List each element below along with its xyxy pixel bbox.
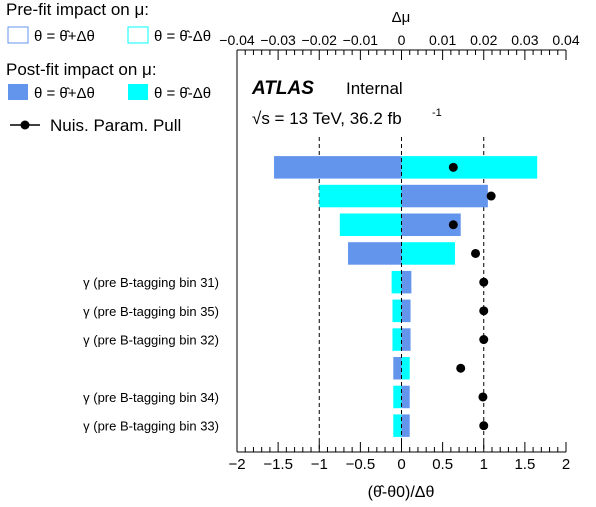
pull-marker xyxy=(478,392,488,402)
row-label: γ (pre B-tagging bin 34) xyxy=(83,390,219,405)
atlas-logo-text: ATLAS xyxy=(251,78,314,99)
legend-postfit-up-label: θ = θ̂+Δθ xyxy=(34,85,95,102)
bottom-tick-labels: −2 −1.5 −1 −0.5 0 0.5 1 1.5 2 xyxy=(228,456,570,473)
legend: Pre-fit impact on μ: θ = θ̂+Δθ θ = θ̂-Δθ… xyxy=(6,0,211,135)
legend-prefit-up-label: θ = θ̂+Δθ xyxy=(34,28,95,45)
row-labels: γ (pre B-tagging bin 31) γ (pre B-tagging… xyxy=(83,275,219,434)
row-label: γ (pre B-tagging bin 31) xyxy=(83,275,219,290)
pull-marker xyxy=(479,306,489,316)
postfit-up-bar xyxy=(401,414,410,437)
legend-prefit-down-swatch xyxy=(127,26,149,44)
top-tick-label: −0.04 xyxy=(219,32,255,48)
row-label: γ (pre B-tagging bin 35) xyxy=(83,304,219,319)
postfit-up-bar xyxy=(401,299,411,323)
atlas-label: ATLAS Internal √s = 13 TeV, 36.2 fb -1 xyxy=(251,78,442,128)
postfit-up-bar xyxy=(274,156,402,179)
bottom-tick-label: 1.5 xyxy=(514,456,535,473)
atlas-lumi-exponent: -1 xyxy=(432,107,442,119)
top-tick-label: 0 xyxy=(398,32,406,48)
postfit-down-bar xyxy=(393,385,402,409)
top-axis-title: Δμ xyxy=(392,9,411,26)
postfit-down-bar xyxy=(339,213,402,236)
pull-marker xyxy=(456,363,466,373)
postfit-up-bar xyxy=(401,270,412,294)
top-tick-label: −0.03 xyxy=(260,32,296,48)
postfit-up-bar xyxy=(401,213,461,236)
legend-postfit-down-label: θ = θ̂-Δθ xyxy=(154,85,211,102)
postfit-down-bar xyxy=(393,414,402,437)
bottom-tick-label: 2 xyxy=(562,456,570,473)
row-label: γ (pre B-tagging bin 33) xyxy=(83,419,219,434)
pull-marker xyxy=(479,335,489,345)
bottom-tick-label: −2 xyxy=(228,456,245,473)
postfit-down-bar xyxy=(392,299,402,323)
top-tick-labels: −0.04 −0.03 −0.02 −0.01 0 0.01 0.02 0.03 0.04 xyxy=(219,32,580,48)
top-tick-label: 0.02 xyxy=(470,32,497,48)
postfit-up-bar xyxy=(401,385,410,409)
pull-marker xyxy=(448,162,458,172)
postfit-up-bar xyxy=(348,242,402,265)
x-axis-title: (θ̂-θ0)/Δθ xyxy=(368,484,435,501)
postfit-down-bar xyxy=(392,328,402,351)
bottom-tick-label: −1.5 xyxy=(263,456,293,473)
postfit-down-bar xyxy=(401,357,410,380)
legend-pull-marker xyxy=(20,120,30,130)
row-label: γ (pre B-tagging bin 32) xyxy=(83,333,219,348)
bottom-tick-label: 0 xyxy=(397,456,405,473)
legend-prefit-title: Pre-fit impact on μ: xyxy=(6,0,149,19)
plot-area xyxy=(236,49,567,453)
pull-marker xyxy=(448,220,458,230)
legend-postfit-title: Post-fit impact on μ: xyxy=(6,60,157,79)
legend-postfit-down-swatch xyxy=(128,84,148,100)
bottom-tick-label: −1 xyxy=(311,456,328,473)
postfit-down-bar xyxy=(319,184,402,208)
legend-pull-label: Nuis. Param. Pull xyxy=(50,116,181,135)
pull-marker xyxy=(479,277,489,287)
top-tick-label: 0.04 xyxy=(552,32,579,48)
legend-prefit-up-swatch xyxy=(7,26,29,44)
legend-prefit-down-label: θ = θ̂-Δθ xyxy=(154,28,211,45)
postfit-down-bar xyxy=(401,242,455,265)
legend-postfit-up-swatch xyxy=(8,84,28,100)
pull-marker xyxy=(486,191,496,201)
top-tick-label: 0.01 xyxy=(429,32,456,48)
pull-marker xyxy=(479,421,489,431)
postfit-up-bar xyxy=(401,328,411,351)
postfit-up-bar xyxy=(401,184,488,208)
atlas-energy-lumi: √s = 13 TeV, 36.2 fb xyxy=(252,109,402,128)
top-tick-label: −0.02 xyxy=(302,32,338,48)
top-tick-label: 0.03 xyxy=(511,32,538,48)
bottom-tick-label: 1 xyxy=(480,456,488,473)
pull-marker xyxy=(471,248,481,258)
atlas-status: Internal xyxy=(346,79,403,98)
bottom-tick-label: −0.5 xyxy=(346,456,376,473)
postfit-up-bar xyxy=(393,357,402,380)
postfit-down-bar xyxy=(401,156,538,179)
top-tick-label: −0.01 xyxy=(343,32,379,48)
bottom-tick-label: 0.5 xyxy=(432,456,453,473)
postfit-down-bar xyxy=(391,270,402,294)
